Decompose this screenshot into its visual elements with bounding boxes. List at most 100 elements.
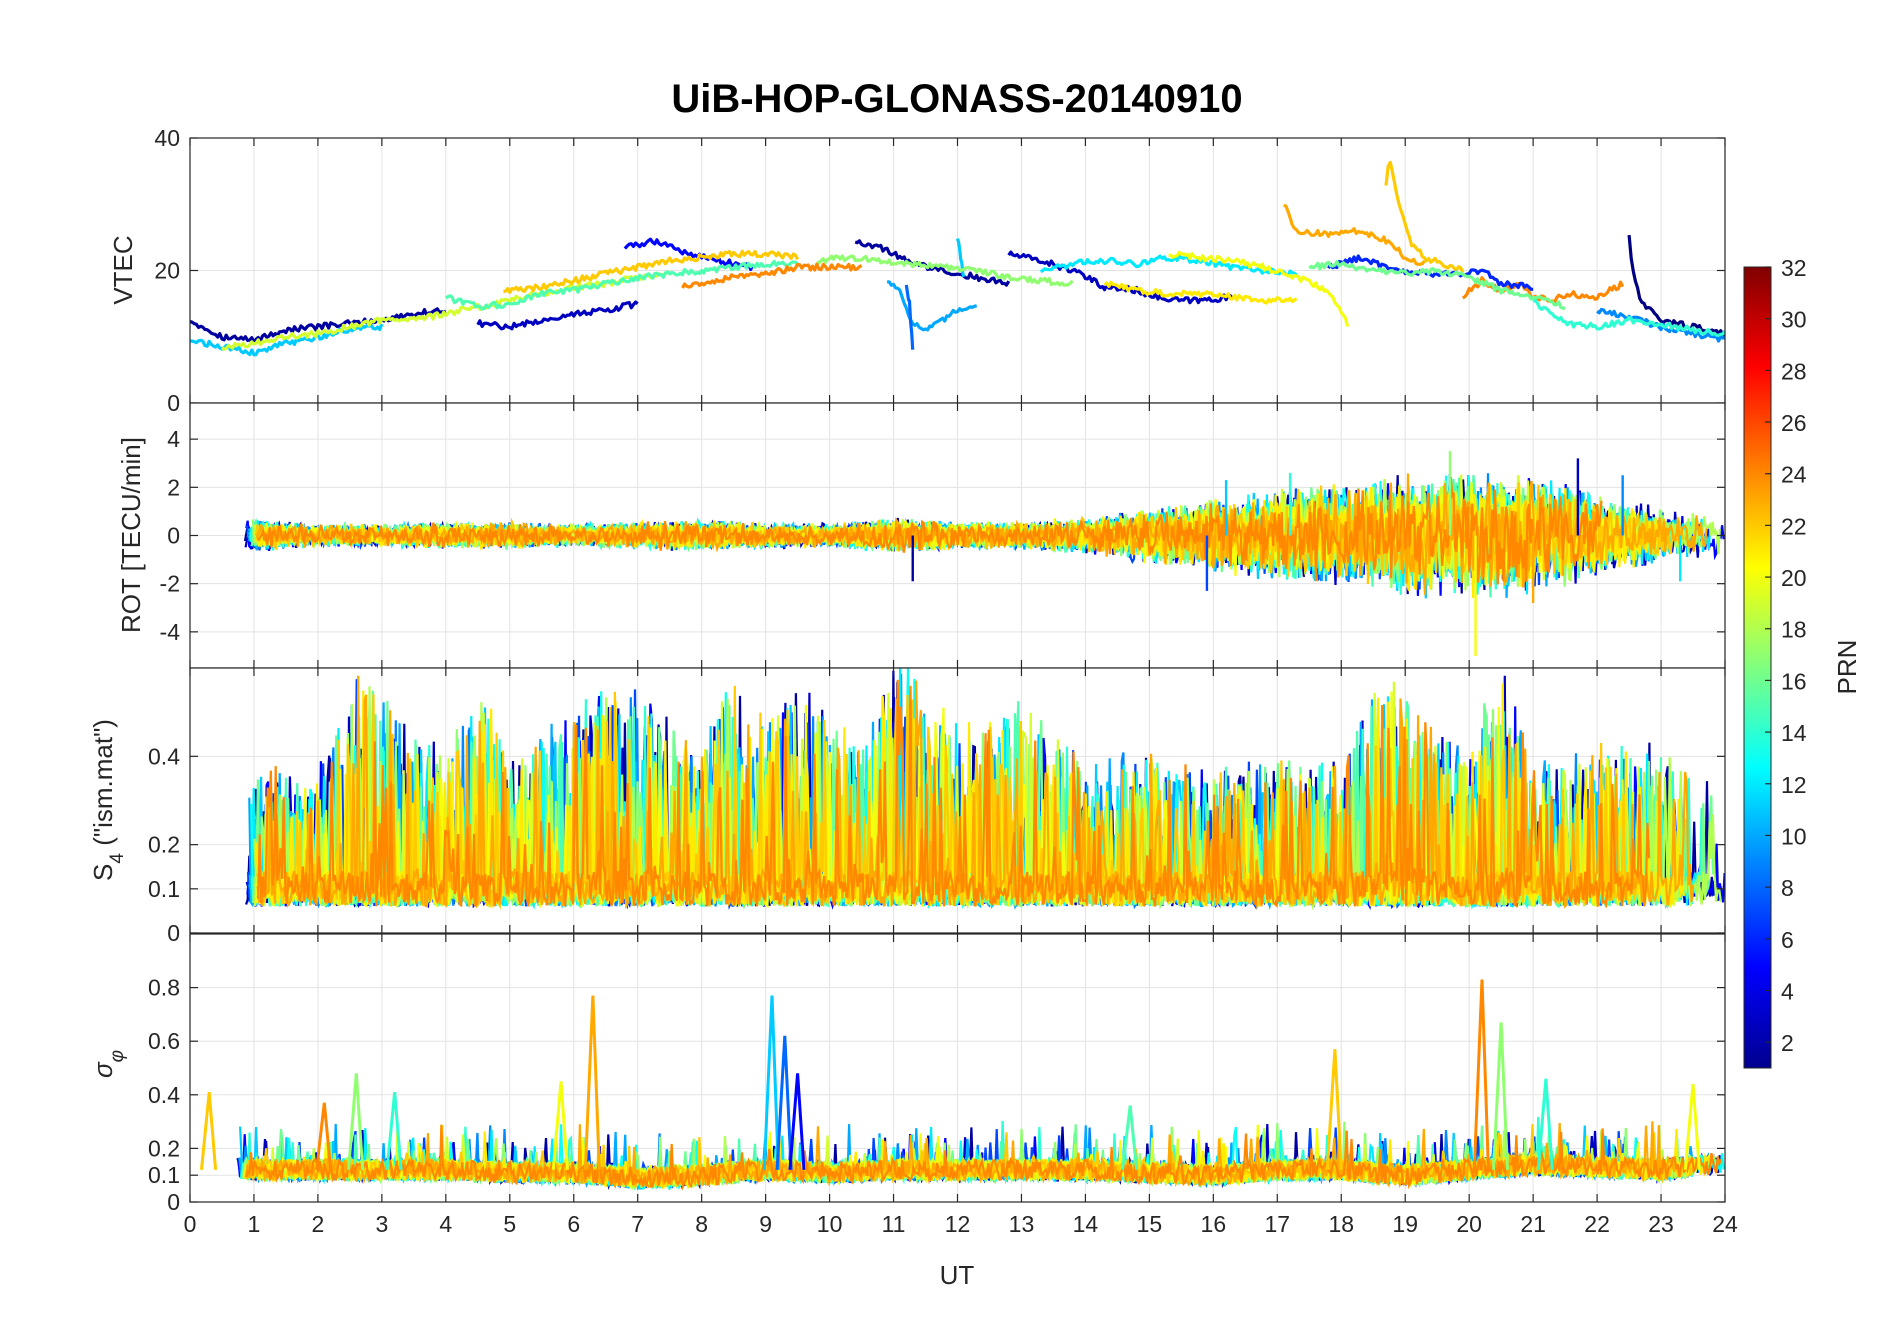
x-tick-label: 12 bbox=[945, 1211, 971, 1237]
vtec-y-axis-label: VTEC bbox=[108, 235, 138, 304]
colorbar-tick-label: 12 bbox=[1781, 772, 1807, 798]
vtec-traces bbox=[190, 160, 1725, 357]
colorbar-tick-label: 26 bbox=[1781, 410, 1807, 436]
s4-y-axis-label: S4 ("ism.mat") bbox=[88, 719, 128, 881]
vtec-trace-prn-12 bbox=[1039, 254, 1298, 278]
vtec-trace-prn-23 bbox=[1283, 203, 1426, 266]
colorbar-tick-label: 16 bbox=[1781, 668, 1807, 694]
vtec-y-tick-label: 40 bbox=[154, 125, 180, 151]
sigma-phi-spike bbox=[551, 1081, 569, 1170]
colorbar-tick-label: 30 bbox=[1781, 307, 1807, 333]
x-tick-label: 10 bbox=[817, 1211, 843, 1237]
x-tick-label: 2 bbox=[312, 1211, 325, 1237]
x-tick-label: 15 bbox=[1137, 1211, 1163, 1237]
rot-traces bbox=[243, 451, 1725, 656]
s4-subscript: 4 bbox=[107, 853, 128, 864]
sigma-phi-panel: 00.10.20.40.60.80 1 2 3 4 5 6 7 8 9 10 11 12 13 14 15 16… bbox=[148, 933, 1738, 1237]
sigma-phi-spike bbox=[1683, 1083, 1701, 1170]
vtec-trace-prn-14 bbox=[1532, 298, 1725, 337]
rot-y-tick-label: -4 bbox=[160, 619, 181, 645]
vtec-y-tick-label: 0 bbox=[167, 390, 180, 416]
sigma-phi-y-tick-label: 0.6 bbox=[148, 1028, 180, 1054]
x-tick-label: 4 bbox=[439, 1211, 452, 1237]
sigma-phi-y-tick-label: 0.4 bbox=[148, 1082, 180, 1108]
sigma-phi-spike bbox=[788, 1073, 806, 1170]
vtec-trace-prn-8 bbox=[904, 284, 915, 350]
vtec-trace-prn-6 bbox=[1327, 254, 1534, 291]
x-tick-label: 23 bbox=[1648, 1211, 1674, 1237]
s4-traces bbox=[245, 668, 1725, 911]
sigma-phi-spike bbox=[385, 1091, 403, 1170]
x-tick-label: 14 bbox=[1073, 1211, 1099, 1237]
colorbar-tick-label: 14 bbox=[1781, 720, 1807, 746]
x-tick-label: 24 bbox=[1712, 1211, 1738, 1237]
x-tick-label: 6 bbox=[567, 1211, 580, 1237]
x-tick-label: 5 bbox=[503, 1211, 516, 1237]
colorbar-tick-label: 10 bbox=[1781, 823, 1807, 849]
s4-panel: 0 0.1 0.2 0.4 bbox=[148, 667, 1726, 946]
rot-y-axis-label: ROT [TECU/min] bbox=[116, 437, 146, 633]
colorbar-tick-label: 28 bbox=[1781, 358, 1807, 384]
sigma-phi-y-tick-label: 0.2 bbox=[148, 1135, 180, 1161]
vtec-trace-prn-15 bbox=[444, 259, 799, 311]
colorbar-tick-label: 8 bbox=[1781, 875, 1794, 901]
sigma-phi-spike bbox=[200, 1091, 218, 1170]
chart-title: UiB-HOP-GLONASS-20140910 bbox=[671, 77, 1242, 121]
sigma-phi-spike bbox=[1536, 1078, 1554, 1170]
vtec-trace-prn-16 bbox=[1308, 259, 1566, 310]
sigma-phi-spike bbox=[1472, 979, 1490, 1170]
vtec-trace-prn-2 bbox=[854, 239, 1011, 287]
s4-y-tick-label: 0.2 bbox=[148, 832, 180, 858]
vtec-trace-prn-20 bbox=[1168, 250, 1350, 327]
colorbar-gradient bbox=[1743, 266, 1772, 1069]
vtec-trace-prn-5 bbox=[623, 237, 755, 272]
rot-y-tick-label: 0 bbox=[167, 523, 180, 549]
x-tick-label: 18 bbox=[1328, 1211, 1354, 1237]
rot-trace-prn-24 bbox=[257, 476, 1603, 585]
x-tick-label: 3 bbox=[375, 1211, 388, 1237]
x-tick-label: 21 bbox=[1520, 1211, 1546, 1237]
x-tick-label: 8 bbox=[695, 1211, 708, 1237]
rot-y-tick-label: 4 bbox=[167, 426, 180, 452]
colorbar-tick-label: 20 bbox=[1781, 565, 1807, 591]
sigma-subscript: φ bbox=[107, 1050, 128, 1062]
sigma-phi-y-tick-label: 0.1 bbox=[148, 1162, 180, 1188]
colorbar-tick-label: 4 bbox=[1781, 978, 1794, 1004]
x-tick-label: 9 bbox=[759, 1211, 772, 1237]
sigma-phi-spike bbox=[583, 995, 601, 1170]
rot-y-tick-label: 2 bbox=[167, 474, 180, 500]
colorbar-tick-label: 18 bbox=[1781, 617, 1807, 643]
vtec-trace-prn-22 bbox=[1384, 160, 1465, 273]
x-tick-label: 16 bbox=[1201, 1211, 1227, 1237]
vtec-trace-prn-22 bbox=[503, 249, 800, 294]
vtec-trace-prn-3 bbox=[1007, 250, 1234, 305]
colorbar-tick-label: 2 bbox=[1781, 1030, 1794, 1056]
colorbar-tick-label: 6 bbox=[1781, 927, 1794, 953]
x-tick-label: 13 bbox=[1009, 1211, 1035, 1237]
x-tick-label: 17 bbox=[1264, 1211, 1290, 1237]
sigma-phi-spike bbox=[1492, 1022, 1509, 1170]
rot-y-tick-label: -2 bbox=[160, 571, 180, 597]
sigma-phi-spike bbox=[315, 1102, 333, 1170]
vtec-trace-prn-21 bbox=[1103, 280, 1298, 305]
vtec-trace-prn-11 bbox=[955, 238, 966, 278]
sigma-phi-spike bbox=[762, 995, 780, 1170]
vtec-panel: 0 20 40 bbox=[154, 125, 1726, 416]
x-tick-label: 20 bbox=[1456, 1211, 1482, 1237]
sigma-phi-y-axis-label: σφ bbox=[88, 1050, 128, 1078]
x-axis-label: UT bbox=[940, 1260, 975, 1290]
s4-y-tick-label: 0 bbox=[167, 920, 180, 946]
s4-y-tick-label: 0.4 bbox=[148, 743, 180, 769]
sigma-phi-y-tick-label: 0 bbox=[167, 1189, 180, 1215]
x-tick-label: 7 bbox=[631, 1211, 644, 1237]
x-tick-label: 1 bbox=[248, 1211, 261, 1237]
sigma-phi-spike bbox=[347, 1073, 365, 1170]
colorbar-tick-label: 32 bbox=[1781, 255, 1807, 281]
vtec-trace-prn-10 bbox=[886, 280, 977, 332]
sigma-phi-y-tick-label: 0.8 bbox=[148, 975, 180, 1001]
sigma-phi-spike bbox=[1325, 1049, 1343, 1170]
vtec-trace-prn-3 bbox=[476, 300, 639, 331]
sigma-phi-spike bbox=[1121, 1105, 1139, 1170]
